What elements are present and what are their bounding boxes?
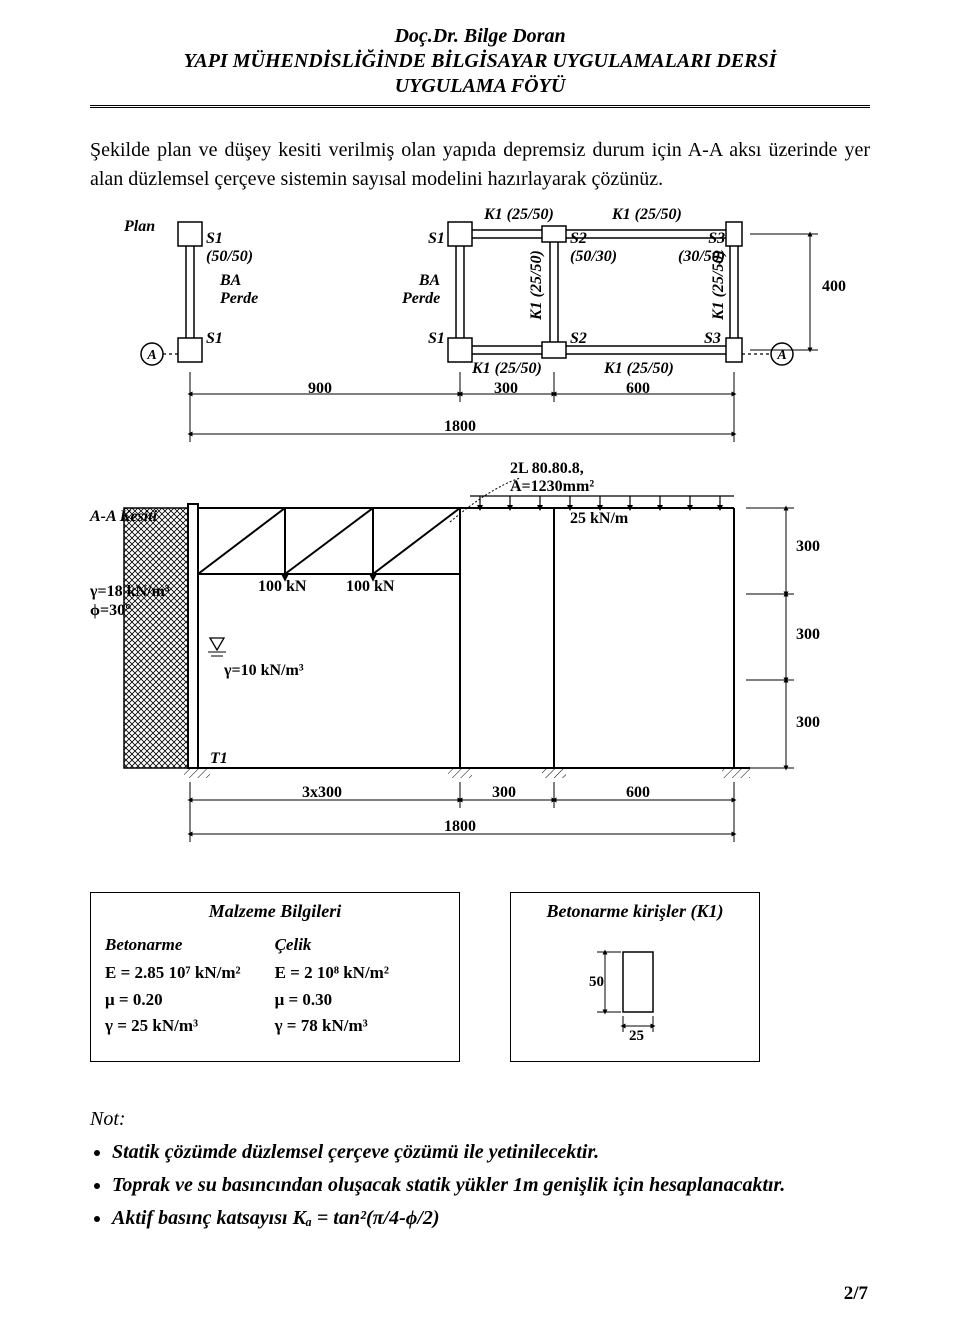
materials-panel: Malzeme Bilgileri Betonarme E = 2.85 10⁷… — [90, 892, 460, 1062]
beam-b: 25 — [629, 1028, 644, 1042]
plan-figure: A A — [90, 212, 870, 472]
row2-S1a: S1 — [206, 330, 223, 348]
row2-S3: S3 — [704, 330, 721, 348]
pointload-2: 100 kN — [346, 578, 394, 596]
col-S2: S2(50/30) — [570, 230, 617, 265]
pointload-1: 100 kN — [258, 578, 306, 596]
col-S1-mid: S1 — [428, 230, 445, 248]
section-figure: A-A Kesiti 2L 80.80.8, A=1230mm² 25 kN/m… — [90, 478, 870, 878]
materials-title: Malzeme Bilgileri — [105, 901, 445, 922]
header-rule — [90, 105, 870, 108]
row2-S2: S2 — [570, 330, 587, 348]
beam-section-title: Betonarme kirişler (K1) — [525, 901, 745, 922]
col-S1-50-50: S1(50/50) — [206, 230, 253, 265]
section-label: A-A Kesiti — [90, 508, 157, 526]
section-A-left: A — [146, 348, 156, 363]
k1-vert-right: K1 (25/50) — [710, 250, 728, 320]
span-300: 300 — [492, 784, 516, 802]
dim-900: 900 — [308, 380, 332, 398]
storey-h2: 300 — [796, 626, 820, 644]
note-2: Toprak ve su basıncından oluşacak statik… — [112, 1170, 870, 1201]
span-1800: 1800 — [444, 818, 476, 836]
section-marker-right: A — [742, 343, 793, 365]
water-gamma: γ=10 kN/m³ — [224, 662, 304, 680]
page-number: 2/7 — [844, 1283, 868, 1305]
beam-section-panel: Betonarme kirişler (K1) 50 25 — [510, 892, 760, 1062]
row2-S1b: S1 — [428, 330, 445, 348]
notes-list: Statik çözümde düzlemsel çerçeve çözümü … — [90, 1137, 870, 1234]
header-line-1: Doç.Dr. Bilge Doran — [90, 24, 870, 49]
k1-top-1: K1 (25/50) — [484, 206, 554, 224]
k1-bot-2: K1 (25/50) — [604, 360, 674, 378]
section-marker-left: A — [141, 343, 178, 365]
k1-vert-left: K1 (25/50) — [528, 250, 546, 320]
plan-label: Plan — [124, 218, 155, 236]
soil-params: γ=18 kN/m³ ϕ=30° — [90, 582, 170, 620]
tie-label: T1 — [210, 750, 228, 768]
header-line-2: YAPI MÜHENDİSLİĞİNDE BİLGİSAYAR UYGULAMA… — [90, 49, 870, 74]
note-1: Statik çözümde düzlemsel çerçeve çözümü … — [112, 1137, 870, 1168]
perde-right: BAPerde — [402, 272, 440, 307]
dim-1800: 1800 — [444, 418, 476, 436]
storey-h1: 300 — [796, 538, 820, 556]
dim-600: 600 — [626, 380, 650, 398]
span-3x300: 3x300 — [302, 784, 342, 802]
span-600: 600 — [626, 784, 650, 802]
concrete-col: Betonarme E = 2.85 10⁷ kN/m² μ = 0.20 γ … — [105, 932, 241, 1039]
k1-top-2: K1 (25/50) — [612, 206, 682, 224]
note-heading: Not: — [90, 1108, 870, 1131]
dim-300: 300 — [494, 380, 518, 398]
beam-h: 50 — [589, 974, 604, 990]
truss-angle-note: 2L 80.80.8, A=1230mm² — [510, 460, 594, 495]
dim-400: 400 — [822, 278, 846, 296]
perde-left: BAPerde — [220, 272, 258, 307]
steel-col: Çelik E = 2 10⁸ kN/m² μ = 0.30 γ = 78 kN… — [275, 932, 389, 1039]
k1-bot-1: K1 (25/50) — [472, 360, 542, 378]
note-3: Aktif basınç katsayısı Kₐ = tan²(π/4-ϕ/2… — [112, 1203, 870, 1234]
udl-label: 25 kN/m — [570, 510, 628, 528]
storey-h3: 300 — [796, 714, 820, 732]
header-line-3: UYGULAMA FÖYÜ — [90, 74, 870, 99]
intro-paragraph: Şekilde plan ve düşey kesiti verilmiş ol… — [90, 136, 870, 194]
